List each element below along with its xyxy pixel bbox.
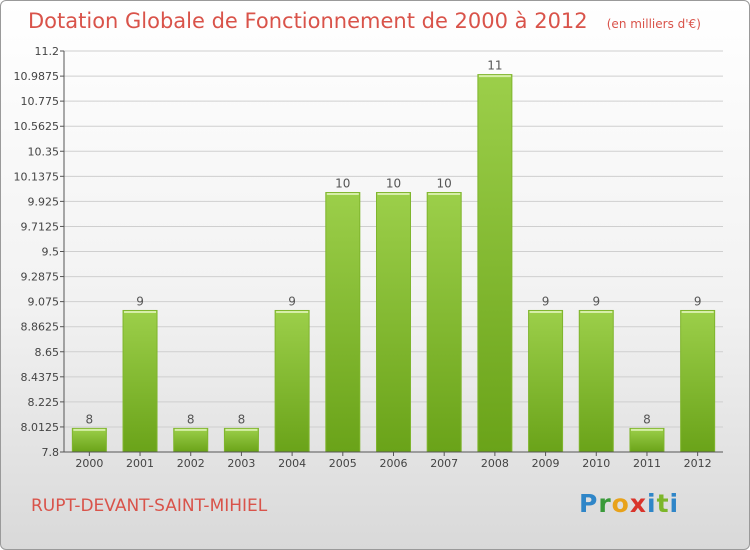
x-tick-label: 2005 bbox=[329, 457, 357, 470]
chart-title: Dotation Globale de Fonctionnement de 20… bbox=[28, 9, 588, 33]
data-label: 10 bbox=[335, 177, 350, 191]
data-label: 9 bbox=[592, 294, 600, 308]
labels-layer: 7.8 8.0125 8.225 8.4375 8.65 8.8625 9.075 9.287… bbox=[14, 45, 712, 470]
x-tick-label: 2004 bbox=[278, 457, 306, 470]
data-label: 9 bbox=[136, 294, 144, 308]
y-tick-label: 9.075 bbox=[28, 296, 60, 309]
bar bbox=[578, 309, 614, 453]
y-tick-label: 9.7125 bbox=[21, 220, 60, 233]
x-tick-label: 2003 bbox=[227, 457, 255, 470]
title-row: Dotation Globale de Fonctionnement de 20… bbox=[28, 9, 701, 33]
bar bbox=[325, 192, 361, 453]
data-label: 8 bbox=[238, 412, 246, 426]
data-label: 10 bbox=[437, 177, 452, 191]
x-tick-label: 2010 bbox=[582, 457, 610, 470]
y-tick-label: 8.225 bbox=[28, 396, 60, 409]
logo-letter: i bbox=[669, 489, 680, 518]
y-tick-label: 8.4375 bbox=[21, 371, 60, 384]
y-tick-label: 9.5 bbox=[42, 246, 60, 259]
bars-layer bbox=[71, 74, 716, 453]
data-label: 8 bbox=[643, 412, 651, 426]
logo-letter: i bbox=[647, 489, 657, 518]
y-tick-label: 10.775 bbox=[21, 95, 60, 108]
y-tick-label: 9.2875 bbox=[21, 271, 60, 284]
bar bbox=[426, 192, 462, 453]
y-tick-label: 8.0125 bbox=[21, 421, 60, 434]
logo-letter: o bbox=[611, 489, 630, 518]
bar bbox=[122, 309, 158, 453]
y-tick-label: 10.5625 bbox=[14, 120, 60, 133]
x-tick-label: 2008 bbox=[481, 457, 509, 470]
bar bbox=[528, 309, 564, 453]
chart-unit: (en milliers d'€) bbox=[606, 17, 701, 31]
bar bbox=[477, 74, 513, 453]
bar bbox=[223, 427, 259, 453]
y-tick-label: 9.925 bbox=[28, 195, 60, 208]
data-label: 8 bbox=[86, 412, 94, 426]
x-tick-label: 2000 bbox=[75, 457, 103, 470]
data-label: 9 bbox=[288, 294, 296, 308]
x-tick-label: 2007 bbox=[430, 457, 458, 470]
x-tick-label: 2009 bbox=[532, 457, 560, 470]
y-tick-label: 10.9875 bbox=[14, 70, 60, 83]
y-tick-label: 8.8625 bbox=[21, 321, 60, 334]
bar bbox=[173, 427, 209, 453]
bar bbox=[376, 192, 411, 453]
proxiti-logo[interactable]: Proxiti bbox=[579, 489, 679, 518]
data-label: 11 bbox=[487, 59, 502, 73]
x-tick-label: 2001 bbox=[126, 457, 154, 470]
data-label: 9 bbox=[542, 294, 550, 308]
y-tick-label: 7.8 bbox=[42, 446, 60, 459]
data-label: 9 bbox=[694, 294, 702, 308]
y-tick-label: 10.35 bbox=[28, 145, 60, 158]
data-label: 8 bbox=[187, 412, 195, 426]
logo-letter: t bbox=[656, 489, 670, 518]
y-tick-label: 8.65 bbox=[35, 346, 60, 359]
commune-name: RUPT-DEVANT-SAINT-MIHIEL bbox=[31, 496, 268, 516]
logo-letter: r bbox=[598, 489, 612, 518]
logo-letter: P bbox=[579, 489, 599, 518]
y-tick-label: 10.1375 bbox=[14, 170, 60, 183]
data-label: 10 bbox=[386, 177, 401, 191]
bar bbox=[274, 309, 310, 453]
x-tick-label: 2011 bbox=[633, 457, 661, 470]
x-tick-label: 2012 bbox=[684, 457, 712, 470]
bar bbox=[680, 309, 716, 453]
logo-letter: x bbox=[629, 489, 647, 518]
x-tick-label: 2002 bbox=[177, 457, 205, 470]
bar bbox=[629, 427, 665, 453]
x-tick-label: 2006 bbox=[380, 457, 408, 470]
bar bbox=[71, 427, 107, 453]
y-tick-label: 11.2 bbox=[35, 45, 60, 58]
